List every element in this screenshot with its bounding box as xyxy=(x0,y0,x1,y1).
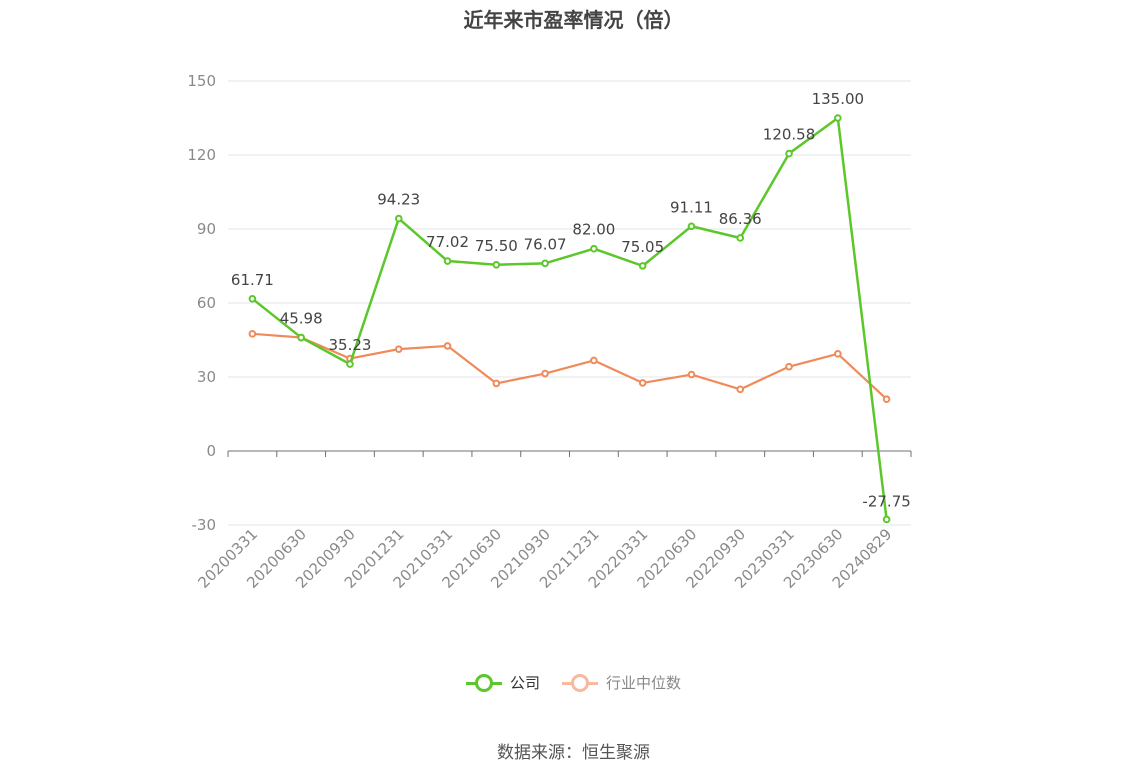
legend-industry-marker-icon xyxy=(562,673,598,693)
company-data-label: 77.02 xyxy=(426,233,469,251)
industry-point xyxy=(394,345,403,353)
industry-point xyxy=(638,379,647,387)
legend-industry-label: 行业中位数 xyxy=(606,674,682,692)
company-data-label: 61.71 xyxy=(231,271,274,289)
legend-company-marker-icon xyxy=(465,673,502,693)
company-point xyxy=(346,360,354,368)
industry-point xyxy=(590,356,598,365)
company-data-label: 75.05 xyxy=(621,238,664,256)
company-point xyxy=(785,149,793,158)
company-point xyxy=(248,294,257,303)
company-data-label: 82.00 xyxy=(572,221,615,239)
industry-point xyxy=(736,385,745,394)
series-layer xyxy=(248,114,891,524)
legend-company-label: 公司 xyxy=(509,674,540,692)
y-tick-label: 0 xyxy=(206,442,216,460)
industry-point xyxy=(443,342,452,350)
industry-point xyxy=(248,330,257,338)
data-source-note: 数据来源：恒生聚源 xyxy=(497,743,650,763)
legend-item-company[interactable]: 公司 xyxy=(465,672,540,693)
chart-title: 近年来市盈率情况（倍） xyxy=(463,8,684,32)
company-point xyxy=(492,260,501,269)
company-point xyxy=(443,257,452,265)
company-data-label: 86.36 xyxy=(719,210,762,228)
company-point xyxy=(638,262,647,270)
industry-point xyxy=(687,370,696,379)
company-point xyxy=(297,333,305,342)
company-data-label: 135.00 xyxy=(812,90,865,108)
industry-point xyxy=(492,379,501,388)
series-line-company xyxy=(251,116,888,520)
company-data-label: 45.98 xyxy=(280,310,323,328)
y-tick-label: 60 xyxy=(197,294,216,312)
company-data-label: 120.58 xyxy=(763,126,816,144)
legend-item-industry-median[interactable]: 行业中位数 xyxy=(562,672,681,693)
company-data-label: 76.07 xyxy=(524,235,567,253)
y-tick-label: 30 xyxy=(197,368,216,386)
company-point xyxy=(394,214,403,223)
industry-point xyxy=(785,362,793,371)
y-tick-label: 120 xyxy=(187,146,216,164)
series-line-industry xyxy=(252,332,888,401)
company-data-label: 75.50 xyxy=(475,237,518,255)
label-layer: 61.71 45.98 35.23 94.23 77.02 75.50 76.07 82.00… xyxy=(231,90,911,510)
industry-point xyxy=(882,395,891,404)
company-point xyxy=(687,222,696,231)
legend: 公司 行业中位数 xyxy=(0,672,1147,693)
industry-point xyxy=(834,350,842,358)
company-point xyxy=(590,244,598,253)
grid-layer xyxy=(228,80,911,526)
company-data-label: 94.23 xyxy=(377,191,420,209)
company-point xyxy=(736,234,745,242)
y-tick-label: 150 xyxy=(187,72,216,90)
company-point xyxy=(541,259,549,268)
company-data-label: 35.23 xyxy=(328,336,371,354)
y-tick-label: -30 xyxy=(192,516,217,534)
line-chart: 1501209060300-30202003312020063020200930… xyxy=(187,72,912,592)
company-point xyxy=(882,515,891,524)
company-data-label: 91.11 xyxy=(670,198,713,216)
company-point xyxy=(834,114,842,122)
industry-point xyxy=(541,369,549,378)
y-tick-label: 90 xyxy=(197,220,216,238)
company-data-label: -27.75 xyxy=(862,492,910,510)
